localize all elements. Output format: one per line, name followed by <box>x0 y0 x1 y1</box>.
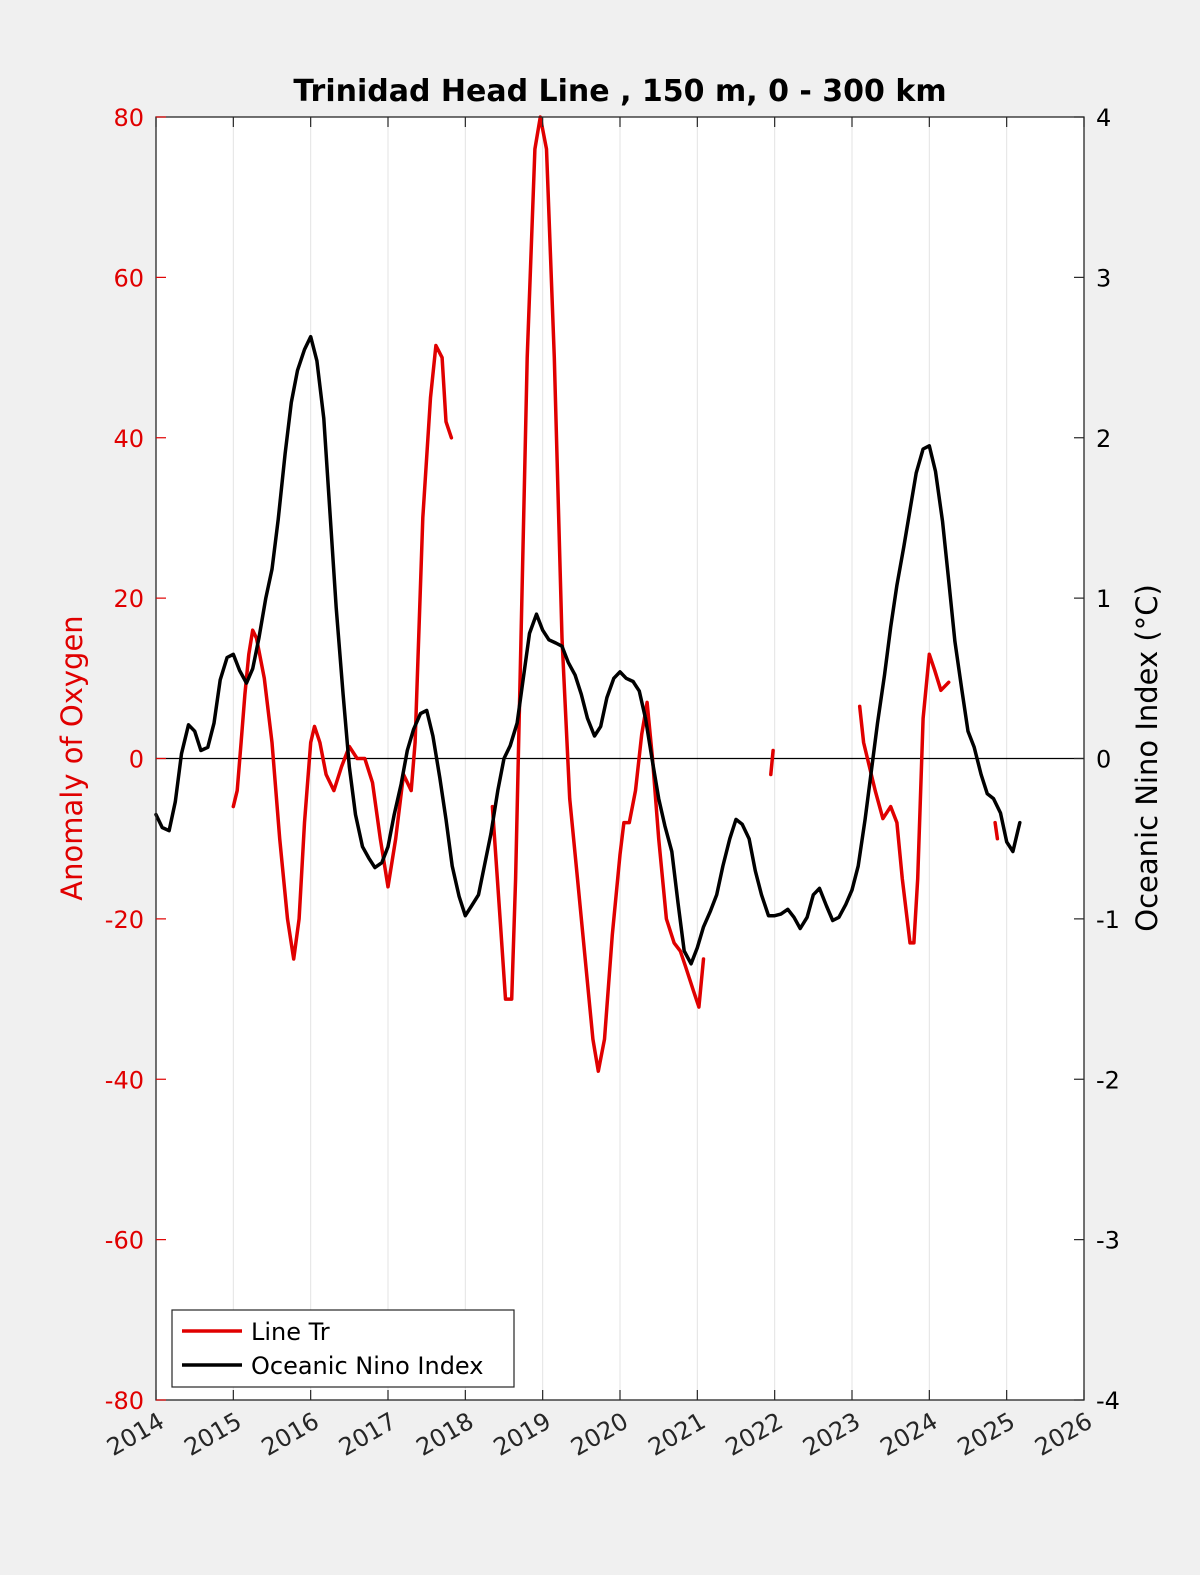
left-y-tick-label: -80 <box>105 1387 144 1415</box>
left-y-tick-labels: 80 60 40 20 0 -20 -40 -60 -80 <box>105 104 144 1415</box>
right-y-tick-label: 3 <box>1096 264 1111 292</box>
right-y-tick-label: -3 <box>1096 1227 1120 1255</box>
right-y-tick-labels: 4 3 2 1 0 -1 -2 -3 -4 <box>1096 104 1120 1415</box>
legend-box <box>171 1309 515 1388</box>
right-y-tick-label: 0 <box>1096 746 1111 774</box>
axis-ticks <box>155 116 1085 1401</box>
legend-label-oni: Oceanic Nino Index <box>251 1352 483 1380</box>
left-y-axis-label: Anomaly of Oxygen <box>55 615 89 900</box>
right-y-tick-label: 4 <box>1096 104 1111 132</box>
right-y-tick-label: -1 <box>1096 906 1120 934</box>
left-y-tick-label: 0 <box>129 746 144 774</box>
right-y-tick-label: -2 <box>1096 1066 1120 1094</box>
left-y-tick-label: 40 <box>113 425 144 453</box>
left-y-tick-label: 80 <box>113 104 144 132</box>
right-y-tick-label: 2 <box>1096 425 1111 453</box>
series-line-oceanic-nino-index-segment-0 <box>154 334 1022 966</box>
series-line-line-tr-segment-2 <box>769 748 775 777</box>
series-layer <box>154 115 1022 1073</box>
chart-title: Trinidad Head Line , 150 m, 0 - 300 km <box>293 74 946 109</box>
left-y-tick-label: -40 <box>105 1066 144 1094</box>
series-line-line-tr-segment-3 <box>857 652 951 945</box>
left-y-tick-label: 20 <box>113 585 144 613</box>
left-y-tick-label: 60 <box>113 264 144 292</box>
legend: Line Tr Oceanic Nino Index <box>171 1309 515 1388</box>
left-y-tick-label: -60 <box>105 1227 144 1255</box>
right-y-tick-label: 1 <box>1096 585 1111 613</box>
legend-label-line-tr: Line Tr <box>251 1318 330 1346</box>
series-line-line-tr-segment-1 <box>490 115 706 1073</box>
series-line-line-tr-segment-4 <box>993 820 1000 841</box>
left-y-tick-label: -20 <box>105 906 144 934</box>
series-line-line-tr-segment-0 <box>231 343 454 961</box>
right-y-tick-label: -4 <box>1096 1387 1120 1415</box>
right-y-axis-label: Oceanic Nino Index (°C) <box>1130 584 1164 932</box>
